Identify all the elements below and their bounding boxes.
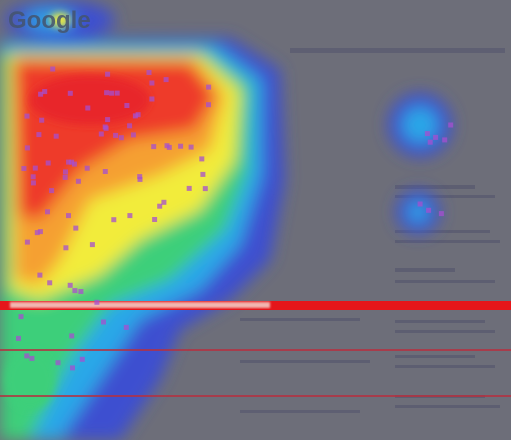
fixation-point bbox=[202, 186, 208, 192]
fixation-point bbox=[111, 217, 117, 223]
fixation-point bbox=[152, 217, 158, 222]
fixation-point bbox=[62, 174, 68, 180]
fixation-point bbox=[69, 333, 75, 339]
fixation-point bbox=[75, 178, 81, 184]
fixation-point bbox=[21, 166, 27, 171]
fixation-point bbox=[85, 105, 91, 111]
fixation-point bbox=[137, 174, 143, 180]
fixation-point bbox=[433, 134, 439, 140]
fixation-point bbox=[71, 161, 77, 167]
fixation-point bbox=[53, 133, 59, 139]
fixation-point bbox=[63, 169, 68, 175]
fixation-point bbox=[39, 117, 45, 123]
fixation-point bbox=[188, 144, 194, 150]
fixation-point bbox=[24, 145, 30, 151]
fixation-point bbox=[417, 201, 423, 207]
fixation-point bbox=[130, 132, 136, 138]
fixation-point bbox=[151, 144, 157, 150]
fixation-point bbox=[42, 89, 48, 95]
fixation-point bbox=[127, 123, 133, 129]
fixation-point bbox=[186, 185, 192, 191]
fixation-point bbox=[442, 137, 448, 143]
fixation-point bbox=[38, 91, 44, 97]
fixation-point bbox=[67, 90, 73, 96]
fixation-point bbox=[149, 80, 155, 86]
fixation-point bbox=[137, 176, 143, 182]
fixation-point bbox=[427, 139, 433, 145]
fixation-point bbox=[114, 90, 120, 96]
fixation-point bbox=[426, 207, 432, 213]
fixation-point bbox=[89, 242, 95, 248]
fixation-point bbox=[37, 272, 43, 278]
fixation-point bbox=[30, 180, 36, 186]
fixation-point bbox=[424, 131, 430, 137]
fixation-point bbox=[98, 131, 104, 137]
fixation-point bbox=[127, 213, 133, 219]
fixation-point bbox=[72, 288, 78, 294]
fixation-point bbox=[29, 355, 35, 361]
fixation-point bbox=[66, 159, 72, 165]
fixation-point bbox=[84, 165, 90, 171]
fixation-point bbox=[102, 124, 108, 130]
fixation-point bbox=[16, 335, 21, 341]
fixation-point bbox=[124, 103, 130, 108]
fixation-point bbox=[66, 213, 71, 219]
fixation-point bbox=[178, 143, 184, 149]
fixation-point bbox=[18, 314, 24, 320]
fixation-point bbox=[164, 143, 170, 149]
fixation-point bbox=[69, 159, 75, 165]
fixation-point bbox=[79, 356, 85, 362]
fixation-point bbox=[163, 77, 169, 83]
fixation-point bbox=[161, 199, 167, 205]
divider-line bbox=[0, 395, 511, 397]
fixation-point bbox=[135, 112, 141, 118]
fixation-point bbox=[438, 211, 444, 217]
fixation-point bbox=[149, 96, 155, 102]
fixation-point bbox=[118, 135, 124, 141]
fixation-point bbox=[36, 132, 42, 138]
result-lines bbox=[240, 48, 505, 413]
fixation-point bbox=[70, 365, 75, 371]
fixation-point bbox=[63, 245, 69, 251]
logo: Google bbox=[8, 7, 91, 34]
fixation-point bbox=[34, 230, 40, 236]
fixation-point bbox=[206, 84, 212, 90]
fixation-point bbox=[105, 117, 111, 123]
fold-highlight bbox=[10, 302, 270, 308]
fixation-point bbox=[199, 156, 205, 162]
fixation-point bbox=[45, 209, 50, 215]
fixation-point bbox=[104, 90, 110, 96]
fixation-point bbox=[50, 66, 56, 72]
fixation-point bbox=[200, 171, 206, 177]
fixation-point bbox=[109, 90, 115, 96]
fixation-point bbox=[146, 70, 152, 75]
fixation-point bbox=[123, 324, 129, 330]
fixation-point bbox=[45, 160, 51, 166]
divider-line bbox=[0, 349, 511, 351]
fixation-point bbox=[102, 169, 108, 174]
fixation-point bbox=[30, 174, 36, 180]
fixation-point bbox=[73, 225, 79, 231]
fixation-point bbox=[24, 239, 30, 245]
fixation-point bbox=[32, 165, 38, 171]
fixation-point bbox=[113, 132, 119, 138]
fixation-point bbox=[132, 113, 138, 119]
fixation-point bbox=[24, 113, 30, 119]
fixation-point bbox=[67, 282, 73, 288]
fixation-point bbox=[206, 102, 211, 108]
fixation-point bbox=[55, 360, 61, 366]
fixation-point bbox=[78, 289, 84, 294]
fixation-point bbox=[24, 353, 30, 359]
fixation-point bbox=[49, 188, 55, 194]
fixation-point bbox=[47, 280, 53, 286]
fixation-point bbox=[94, 299, 100, 305]
fixation-points bbox=[16, 66, 454, 371]
fixation-point bbox=[101, 319, 106, 325]
fixation-point bbox=[157, 203, 163, 209]
fixation-point bbox=[37, 229, 43, 235]
fixation-point bbox=[448, 122, 454, 128]
fixation-point bbox=[105, 71, 111, 77]
